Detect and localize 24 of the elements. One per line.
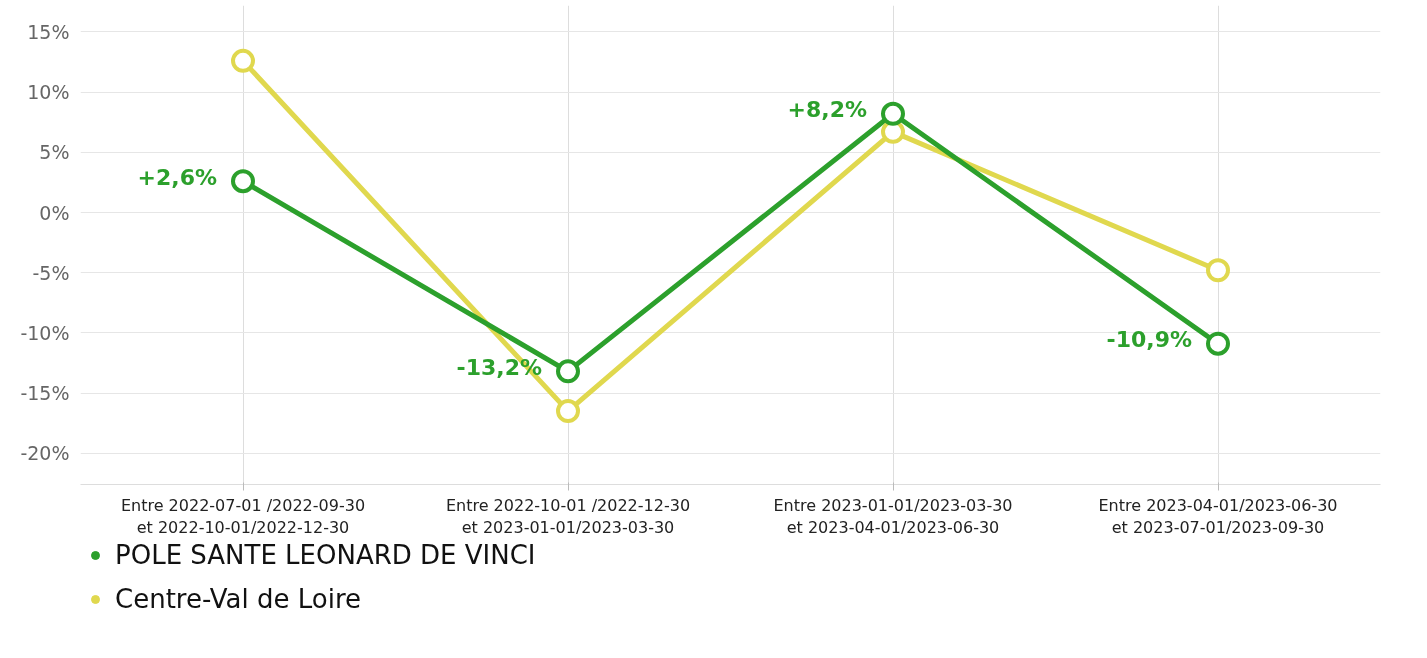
data-label: -10,9% bbox=[1106, 327, 1193, 353]
y-tick-label: 0% bbox=[39, 201, 70, 224]
y-tick-label: 10% bbox=[27, 81, 70, 104]
y-tick-label: -5% bbox=[32, 261, 70, 284]
point bbox=[231, 169, 255, 194]
point bbox=[231, 48, 255, 73]
point bbox=[1206, 331, 1230, 356]
data-label: +2,6% bbox=[137, 164, 217, 190]
y-tick-label: -20% bbox=[20, 442, 70, 465]
point bbox=[556, 399, 580, 424]
y-tick-label: -15% bbox=[20, 382, 70, 405]
data-label: +8,2% bbox=[787, 97, 867, 123]
y-tick-label: 5% bbox=[39, 141, 70, 164]
x-tick-label: Entre 2023-01-01/2023-03-30 et 2023-04-01/2023-06-30 bbox=[773, 495, 1013, 538]
y-tick-label: 15% bbox=[27, 20, 70, 43]
y-tick-label: -10% bbox=[20, 321, 70, 344]
legend-label: Centre-Val de Loire bbox=[115, 584, 362, 614]
point bbox=[1206, 258, 1230, 283]
point bbox=[881, 101, 905, 126]
x-tick-label: Entre 2022-07-01 /2022-09-30 et 2022-10-01/2022-12-30 bbox=[120, 495, 366, 538]
legend-label: POLE SANTE LEONARD DE VINCI bbox=[115, 540, 536, 570]
x-tick-label: Entre 2023-04-01/2023-06-30 et 2023-07-01/2023-09-30 bbox=[1098, 495, 1338, 538]
x-tick-label: Entre 2022-10-01 /2022-12-30 et 2023-01-01/2023-03-30 bbox=[445, 495, 691, 538]
point bbox=[556, 359, 580, 384]
